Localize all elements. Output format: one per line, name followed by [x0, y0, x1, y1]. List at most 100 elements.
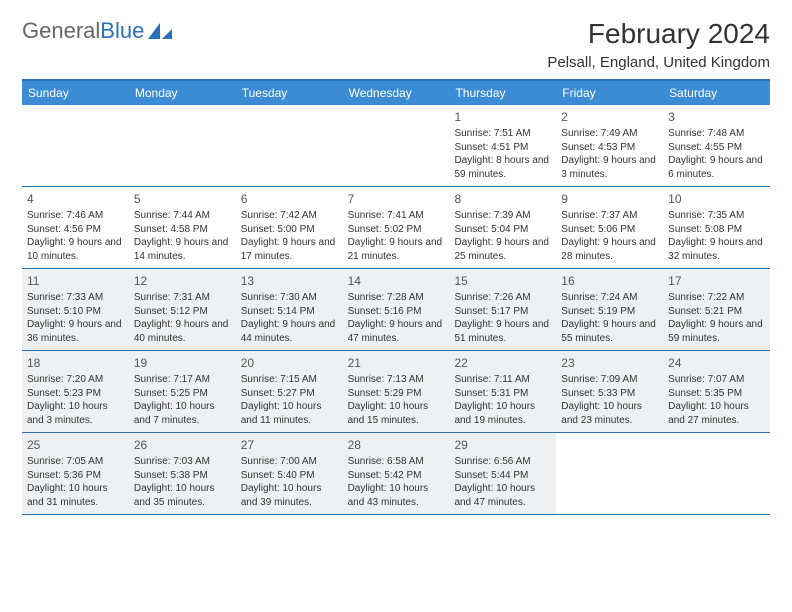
sunrise-text: Sunrise: 7:42 AM: [241, 209, 338, 223]
day-number: 26: [134, 437, 231, 453]
calendar-cell: 7Sunrise: 7:41 AMSunset: 5:02 PMDaylight…: [343, 187, 450, 268]
day-number: 8: [454, 191, 551, 207]
day-number: 6: [241, 191, 338, 207]
sunrise-text: Sunrise: 7:44 AM: [134, 209, 231, 223]
sunset-text: Sunset: 5:10 PM: [27, 305, 124, 319]
day-number: 24: [668, 355, 765, 371]
sunrise-text: Sunrise: 7:03 AM: [134, 455, 231, 469]
logo: GeneralBlue: [22, 18, 174, 44]
day-number: 7: [348, 191, 445, 207]
day-number: 12: [134, 273, 231, 289]
sunset-text: Sunset: 4:51 PM: [454, 141, 551, 155]
daylight-text: Daylight: 9 hours and 59 minutes.: [668, 318, 765, 345]
logo-text-a: General: [22, 18, 100, 44]
sunrise-text: Sunrise: 7:35 AM: [668, 209, 765, 223]
sunrise-text: Sunrise: 7:17 AM: [134, 373, 231, 387]
daylight-text: Daylight: 10 hours and 31 minutes.: [27, 482, 124, 509]
sunset-text: Sunset: 5:29 PM: [348, 387, 445, 401]
title-block: February 2024 Pelsall, England, United K…: [547, 18, 770, 71]
daylight-text: Daylight: 10 hours and 11 minutes.: [241, 400, 338, 427]
day-header: Thursday: [449, 81, 556, 105]
daylight-text: Daylight: 9 hours and 40 minutes.: [134, 318, 231, 345]
sunrise-text: Sunrise: 7:11 AM: [454, 373, 551, 387]
daylight-text: Daylight: 9 hours and 55 minutes.: [561, 318, 658, 345]
sunrise-text: Sunrise: 7:24 AM: [561, 291, 658, 305]
calendar-cell: 20Sunrise: 7:15 AMSunset: 5:27 PMDayligh…: [236, 351, 343, 432]
day-header: Tuesday: [236, 81, 343, 105]
day-number: 21: [348, 355, 445, 371]
sunrise-text: Sunrise: 7:46 AM: [27, 209, 124, 223]
sunset-text: Sunset: 5:36 PM: [27, 469, 124, 483]
daylight-text: Daylight: 9 hours and 14 minutes.: [134, 236, 231, 263]
calendar-cell: 6Sunrise: 7:42 AMSunset: 5:00 PMDaylight…: [236, 187, 343, 268]
sunrise-text: Sunrise: 7:05 AM: [27, 455, 124, 469]
sunset-text: Sunset: 5:27 PM: [241, 387, 338, 401]
calendar-cell: 16Sunrise: 7:24 AMSunset: 5:19 PMDayligh…: [556, 269, 663, 350]
calendar-cell: 4Sunrise: 7:46 AMSunset: 4:56 PMDaylight…: [22, 187, 129, 268]
daylight-text: Daylight: 9 hours and 10 minutes.: [27, 236, 124, 263]
daylight-text: Daylight: 9 hours and 47 minutes.: [348, 318, 445, 345]
header: GeneralBlue February 2024 Pelsall, Engla…: [22, 18, 770, 71]
sunset-text: Sunset: 5:42 PM: [348, 469, 445, 483]
sunrise-text: Sunrise: 7:33 AM: [27, 291, 124, 305]
sunset-text: Sunset: 5:35 PM: [668, 387, 765, 401]
sunrise-text: Sunrise: 7:31 AM: [134, 291, 231, 305]
day-number: 2: [561, 109, 658, 125]
calendar-cell: 28Sunrise: 6:58 AMSunset: 5:42 PMDayligh…: [343, 433, 450, 514]
sunrise-text: Sunrise: 7:48 AM: [668, 127, 765, 141]
daylight-text: Daylight: 10 hours and 3 minutes.: [27, 400, 124, 427]
day-number: 29: [454, 437, 551, 453]
week-row: 4Sunrise: 7:46 AMSunset: 4:56 PMDaylight…: [22, 187, 770, 269]
calendar-cell: 18Sunrise: 7:20 AMSunset: 5:23 PMDayligh…: [22, 351, 129, 432]
calendar-cell: 25 Sunrise: 7:05 AMSunset: 5:36 PMDayligh…: [22, 433, 129, 514]
calendar-cell-empty: [343, 105, 450, 186]
sunset-text: Sunset: 5:04 PM: [454, 223, 551, 237]
calendar-cell: 24Sunrise: 7:07 AMSunset: 5:35 PMDayligh…: [663, 351, 770, 432]
calendar-cell: 2Sunrise: 7:49 AMSunset: 4:53 PMDaylight…: [556, 105, 663, 186]
sunset-text: Sunset: 5:06 PM: [561, 223, 658, 237]
sunrise-text: Sunrise: 6:58 AM: [348, 455, 445, 469]
day-number: 17: [668, 273, 765, 289]
day-number: 11: [27, 273, 124, 289]
sunrise-text: Sunrise: 7:51 AM: [454, 127, 551, 141]
daylight-text: Daylight: 9 hours and 21 minutes.: [348, 236, 445, 263]
week-row: 18Sunrise: 7:20 AMSunset: 5:23 PMDayligh…: [22, 351, 770, 433]
day-number: 5: [134, 191, 231, 207]
sunrise-text: Sunrise: 7:13 AM: [348, 373, 445, 387]
daylight-text: Daylight: 9 hours and 28 minutes.: [561, 236, 658, 263]
sunrise-text: Sunrise: 7:09 AM: [561, 373, 658, 387]
day-number: 14: [348, 273, 445, 289]
day-number: 19: [134, 355, 231, 371]
calendar-cell: 22Sunrise: 7:11 AMSunset: 5:31 PMDayligh…: [449, 351, 556, 432]
sunset-text: Sunset: 5:23 PM: [27, 387, 124, 401]
daylight-text: Daylight: 9 hours and 51 minutes.: [454, 318, 551, 345]
daylight-text: Daylight: 9 hours and 36 minutes.: [27, 318, 124, 345]
sunset-text: Sunset: 5:12 PM: [134, 305, 231, 319]
day-number: 25: [27, 437, 124, 453]
day-number: 27: [241, 437, 338, 453]
day-header: Sunday: [22, 81, 129, 105]
daylight-text: Daylight: 9 hours and 44 minutes.: [241, 318, 338, 345]
sunrise-text: Sunrise: 7:37 AM: [561, 209, 658, 223]
daylight-text: Daylight: 10 hours and 39 minutes.: [241, 482, 338, 509]
daylight-text: Daylight: 9 hours and 6 minutes.: [668, 154, 765, 181]
sunset-text: Sunset: 5:25 PM: [134, 387, 231, 401]
sunset-text: Sunset: 5:33 PM: [561, 387, 658, 401]
weeks: 1Sunrise: 7:51 AMSunset: 4:51 PMDaylight…: [22, 105, 770, 515]
week-row: 25Sunrise: 7:05 AMSunset: 5:36 PMDayligh…: [22, 433, 770, 515]
calendar-cell: 8Sunrise: 7:39 AMSunset: 5:04 PMDaylight…: [449, 187, 556, 268]
day-number: 18: [27, 355, 124, 371]
calendar: SundayMondayTuesdayWednesdayThursdayFrid…: [22, 79, 770, 515]
calendar-cell: 11 Sunrise: 7:33 AMSunset: 5:10 PMDayligh…: [22, 269, 129, 350]
day-header: Wednesday: [343, 81, 450, 105]
sunset-text: Sunset: 5:40 PM: [241, 469, 338, 483]
calendar-cell: 1Sunrise: 7:51 AMSunset: 4:51 PMDaylight…: [449, 105, 556, 186]
daylight-text: Daylight: 10 hours and 23 minutes.: [561, 400, 658, 427]
sunrise-text: Sunrise: 7:26 AM: [454, 291, 551, 305]
calendar-cell: 12 Sunrise: 7:31 AMSunset: 5:12 PMDayligh…: [129, 269, 236, 350]
sunset-text: Sunset: 5:16 PM: [348, 305, 445, 319]
day-number: 10: [668, 191, 765, 207]
daylight-text: Daylight: 9 hours and 3 minutes.: [561, 154, 658, 181]
sunset-text: Sunset: 5:21 PM: [668, 305, 765, 319]
sunrise-text: Sunrise: 7:00 AM: [241, 455, 338, 469]
